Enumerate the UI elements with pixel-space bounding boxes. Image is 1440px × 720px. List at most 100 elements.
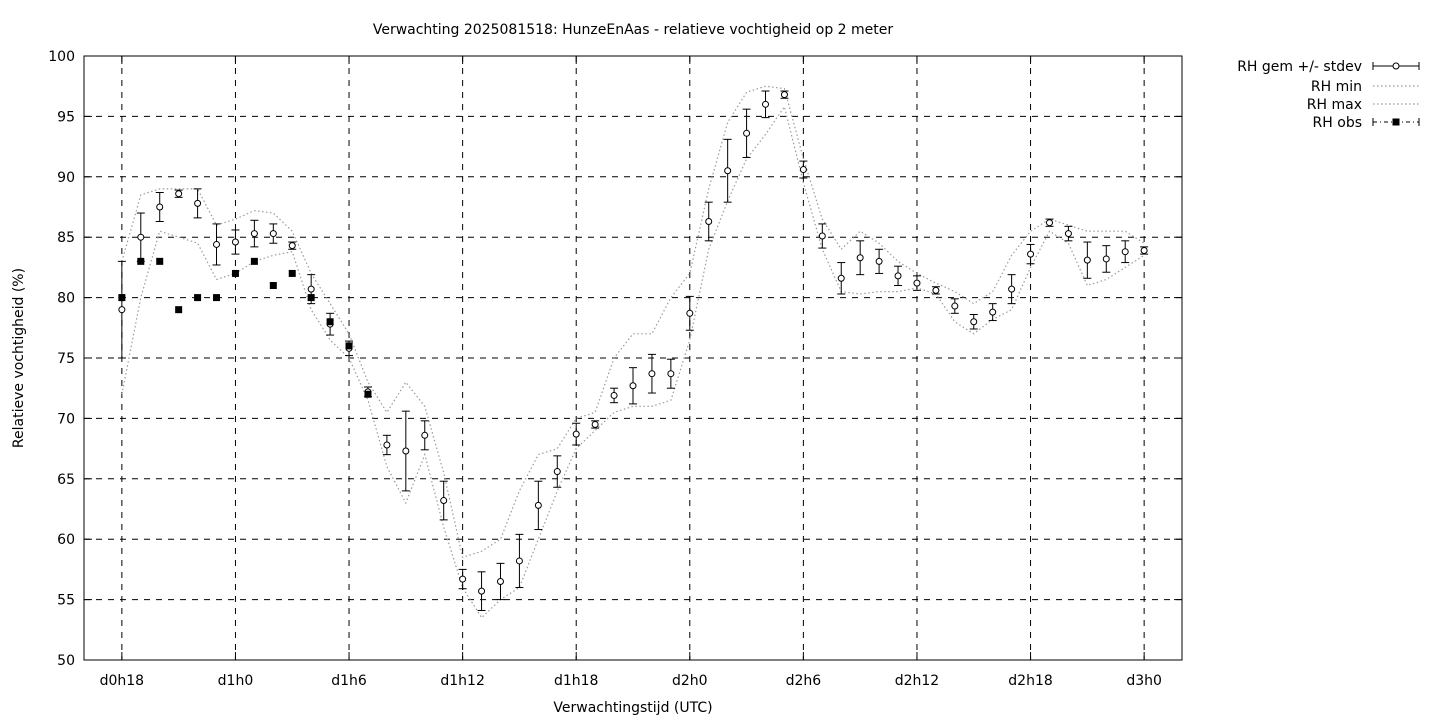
- mean-marker: [383, 441, 391, 449]
- mean-point: [1026, 243, 1035, 265]
- x-tick-label: d1h18: [554, 673, 598, 689]
- mean-marker: [175, 190, 183, 198]
- mean-point: [212, 223, 221, 266]
- mean-point: [231, 229, 240, 255]
- mean-point: [136, 212, 145, 262]
- mean-marker: [818, 232, 826, 240]
- obs-marker: [364, 390, 372, 398]
- mean-marker: [970, 318, 978, 326]
- x-tick-label: d2h0: [672, 673, 708, 689]
- mean-marker: [743, 129, 751, 137]
- mean-point: [117, 260, 126, 359]
- mean-marker: [1121, 248, 1129, 256]
- mean-point: [799, 160, 808, 179]
- obs-marker: [231, 269, 239, 277]
- gridlines: [84, 56, 1182, 660]
- mean-marker: [780, 91, 788, 99]
- mean-point: [856, 240, 865, 276]
- legend-label: RH obs: [1313, 115, 1362, 131]
- mean-marker: [856, 254, 864, 262]
- legend: RH gem +/- stdev RH min RH max RH obs: [1237, 59, 1420, 131]
- mean-point: [931, 286, 940, 295]
- mean-marker: [1140, 246, 1148, 254]
- mean-marker: [478, 587, 486, 595]
- obs-marker: [345, 342, 353, 350]
- mean-marker: [799, 166, 807, 174]
- mean-point: [761, 90, 770, 119]
- mean-marker: [989, 308, 997, 316]
- mean-point: [515, 533, 524, 589]
- obs-marker: [137, 257, 145, 265]
- y-axis-label: Relatieve vochtigheid (%): [11, 268, 27, 448]
- legend-swatch-marker: [1392, 62, 1400, 70]
- mean-marker: [421, 431, 429, 439]
- mean-point: [1102, 245, 1111, 273]
- y-tick-label: 80: [57, 291, 75, 307]
- mean-marker: [137, 233, 145, 241]
- y-tick-label: 75: [57, 351, 75, 367]
- obs-marker: [194, 294, 202, 302]
- mean-point: [969, 314, 978, 330]
- mean-point: [1121, 240, 1130, 264]
- mean-point: [988, 303, 997, 322]
- mean-marker: [402, 447, 410, 455]
- chart-title: Verwachting 2025081518: HunzeEnAas - rel…: [373, 22, 894, 38]
- legend-label: RH min: [1311, 79, 1362, 95]
- y-tick-label: 90: [57, 170, 75, 186]
- mean-point: [629, 367, 637, 405]
- mean-marker: [629, 382, 637, 390]
- mean-marker: [648, 370, 656, 378]
- mean-marker: [667, 370, 675, 378]
- mean-marker: [837, 274, 845, 282]
- mean-point: [250, 219, 259, 248]
- mean-marker: [459, 575, 467, 583]
- mean-marker: [705, 217, 713, 225]
- mean-marker: [307, 285, 315, 293]
- rh-max-line: [121, 85, 1145, 559]
- legend-label: RH gem +/- stdev: [1237, 59, 1362, 75]
- mean-marker: [1008, 285, 1016, 293]
- mean-marker: [1064, 230, 1072, 238]
- mean-point: [875, 248, 884, 274]
- mean-marker: [1027, 250, 1035, 258]
- mean-point: [647, 353, 656, 394]
- mean-point: [269, 223, 278, 244]
- mean-marker: [591, 420, 599, 428]
- x-tick-label: d1h0: [218, 673, 254, 689]
- mean-marker: [894, 272, 902, 280]
- mean-point: [477, 571, 486, 611]
- mean-marker: [724, 167, 732, 175]
- mean-marker: [686, 309, 694, 317]
- mean-point: [912, 275, 921, 291]
- x-tick-label: d2h12: [895, 673, 939, 689]
- mean-point: [742, 108, 751, 158]
- mean-point: [439, 480, 448, 521]
- mean-marker: [951, 302, 959, 310]
- legend-swatch-marker: [1392, 118, 1400, 126]
- mean-marker: [913, 279, 921, 287]
- y-tick-label: 70: [57, 411, 75, 427]
- min-max-band: [121, 85, 1145, 619]
- mean-marker: [1083, 256, 1091, 264]
- mean-point: [288, 241, 297, 250]
- mean-point: [818, 223, 827, 249]
- y-tick-label: 85: [57, 230, 75, 246]
- obs-marker: [250, 257, 258, 265]
- mean-marker: [288, 242, 296, 250]
- mean-point: [685, 295, 694, 331]
- mean-marker: [875, 257, 883, 265]
- mean-point: [894, 265, 903, 287]
- mean-marker: [213, 240, 221, 248]
- x-tick-label: d1h12: [440, 673, 484, 689]
- mean-marker: [932, 286, 940, 294]
- mean-marker: [572, 430, 580, 438]
- mean-point: [193, 188, 202, 219]
- x-axis-label: Verwachtingstijd (UTC): [553, 700, 712, 716]
- y-tick-label: 60: [57, 532, 75, 548]
- mean-point: [1140, 246, 1149, 255]
- mean-point: [572, 422, 581, 446]
- mean-point: [420, 420, 429, 451]
- mean-marker: [553, 468, 561, 476]
- mean-point: [704, 201, 713, 242]
